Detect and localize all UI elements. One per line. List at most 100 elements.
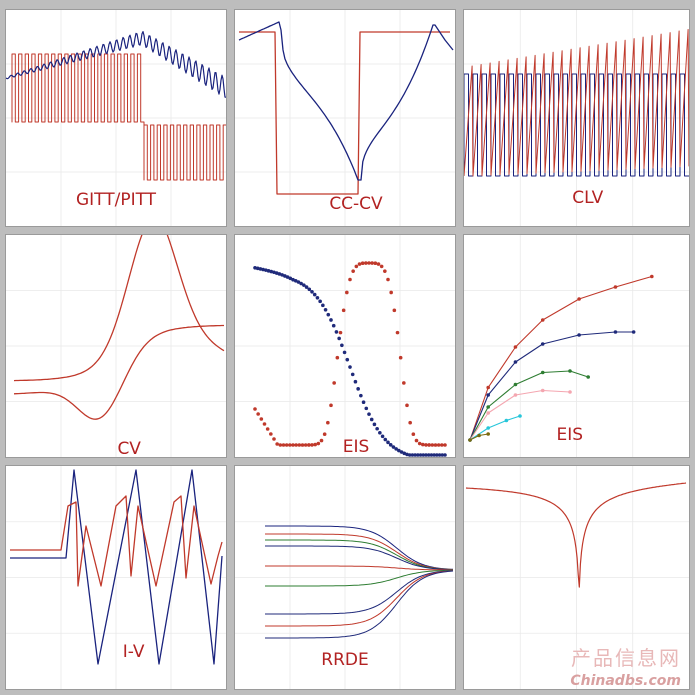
rrde-curve bbox=[265, 570, 454, 615]
phase-point bbox=[367, 412, 371, 416]
panel-label: CC-CV bbox=[329, 194, 383, 214]
magnitude-point bbox=[398, 355, 403, 360]
phase-point bbox=[296, 280, 301, 284]
rrde-curve bbox=[265, 545, 453, 571]
rrde-curve bbox=[265, 570, 454, 639]
phase-point bbox=[413, 453, 417, 457]
magnitude-point bbox=[316, 441, 321, 446]
phase-point bbox=[397, 448, 401, 453]
phase-point bbox=[386, 440, 390, 445]
phase-point bbox=[293, 278, 298, 283]
phase-point bbox=[307, 287, 312, 292]
phase-point bbox=[402, 451, 407, 456]
panel-rrde: RRDE bbox=[234, 465, 456, 690]
magnitude-point bbox=[367, 261, 371, 265]
magnitude-point bbox=[329, 403, 333, 408]
phase-point bbox=[326, 312, 331, 317]
phase-point bbox=[394, 447, 398, 451]
phase-point bbox=[345, 357, 350, 362]
series-point bbox=[513, 360, 518, 364]
phase-point bbox=[337, 336, 341, 341]
magnitude-point bbox=[284, 443, 289, 447]
series-line bbox=[469, 370, 589, 441]
phase-point bbox=[388, 443, 393, 447]
current-series bbox=[10, 495, 223, 587]
magnitude-point bbox=[376, 262, 381, 266]
phase-point bbox=[372, 422, 377, 427]
series-point bbox=[540, 318, 545, 322]
phase-point bbox=[435, 453, 439, 457]
phase-point bbox=[291, 277, 295, 282]
panel-eis-nyquist: EIS bbox=[463, 234, 690, 458]
magnitude-point bbox=[408, 420, 412, 425]
series-point bbox=[540, 342, 545, 346]
phase-point bbox=[410, 453, 415, 457]
phase-point bbox=[280, 273, 284, 277]
phase-point bbox=[258, 267, 263, 271]
phase-point bbox=[356, 387, 360, 391]
phase-point bbox=[424, 453, 428, 457]
panel-label: CV bbox=[117, 439, 141, 458]
phase-point bbox=[302, 283, 306, 287]
current-series bbox=[239, 31, 450, 195]
series-point bbox=[650, 274, 654, 279]
magnitude-point bbox=[370, 261, 374, 265]
panel-gitt: GITT/PITT bbox=[5, 9, 227, 227]
watermark-en: Chinadbs.com bbox=[570, 673, 681, 689]
series-point bbox=[477, 433, 481, 438]
voltage-series bbox=[10, 469, 223, 665]
chart-svg bbox=[464, 235, 689, 457]
magnitude-point bbox=[389, 290, 393, 295]
magnitude-point bbox=[360, 261, 365, 266]
phase-point bbox=[277, 272, 282, 276]
magnitude-point bbox=[345, 290, 349, 295]
series-point bbox=[486, 432, 490, 436]
series-point bbox=[613, 330, 618, 334]
series-point bbox=[513, 345, 518, 349]
chart-svg bbox=[235, 10, 455, 226]
phase-point bbox=[364, 406, 369, 411]
phase-point bbox=[331, 323, 336, 328]
series-point bbox=[540, 370, 545, 375]
series-point bbox=[540, 388, 545, 393]
phase-point bbox=[426, 453, 431, 457]
rrde-curve bbox=[265, 533, 454, 570]
magnitude-point bbox=[265, 427, 270, 431]
magnitude-point bbox=[351, 269, 355, 273]
series-point bbox=[468, 438, 472, 442]
magnitude-point bbox=[294, 443, 298, 447]
phase-point bbox=[440, 453, 445, 457]
phase-point bbox=[285, 275, 290, 279]
magnitude-point bbox=[313, 442, 317, 447]
magnitude-point bbox=[326, 420, 330, 425]
magnitude-point bbox=[281, 443, 286, 447]
phase-point bbox=[283, 274, 287, 278]
phase-point bbox=[342, 350, 347, 355]
magnitude-point bbox=[383, 269, 387, 273]
magnitude-point bbox=[411, 432, 416, 436]
phase-point bbox=[416, 453, 420, 457]
magnitude-point bbox=[275, 442, 279, 446]
phase-point bbox=[334, 330, 339, 334]
phase-point bbox=[323, 307, 328, 312]
chart-svg bbox=[6, 10, 226, 226]
reverse-scan bbox=[13, 324, 224, 420]
panel-label: GITT/PITT bbox=[75, 190, 157, 210]
magnitude-point bbox=[300, 443, 305, 447]
phase-point bbox=[432, 453, 436, 457]
rrde-curve bbox=[265, 569, 454, 587]
panel-label: I-V bbox=[122, 642, 145, 662]
series-point bbox=[577, 333, 581, 337]
magnitude-point bbox=[319, 438, 324, 443]
magnitude-point bbox=[256, 412, 260, 416]
phase-point bbox=[437, 453, 442, 457]
phase-point bbox=[369, 417, 374, 422]
magnitude-point bbox=[335, 355, 340, 360]
series-point bbox=[486, 385, 490, 390]
panel-label: EIS bbox=[556, 425, 584, 445]
phase-point bbox=[350, 372, 355, 377]
rrde-curve bbox=[265, 570, 454, 627]
magnitude-point bbox=[427, 443, 431, 447]
phase-point bbox=[353, 379, 358, 384]
series-point bbox=[568, 390, 572, 394]
